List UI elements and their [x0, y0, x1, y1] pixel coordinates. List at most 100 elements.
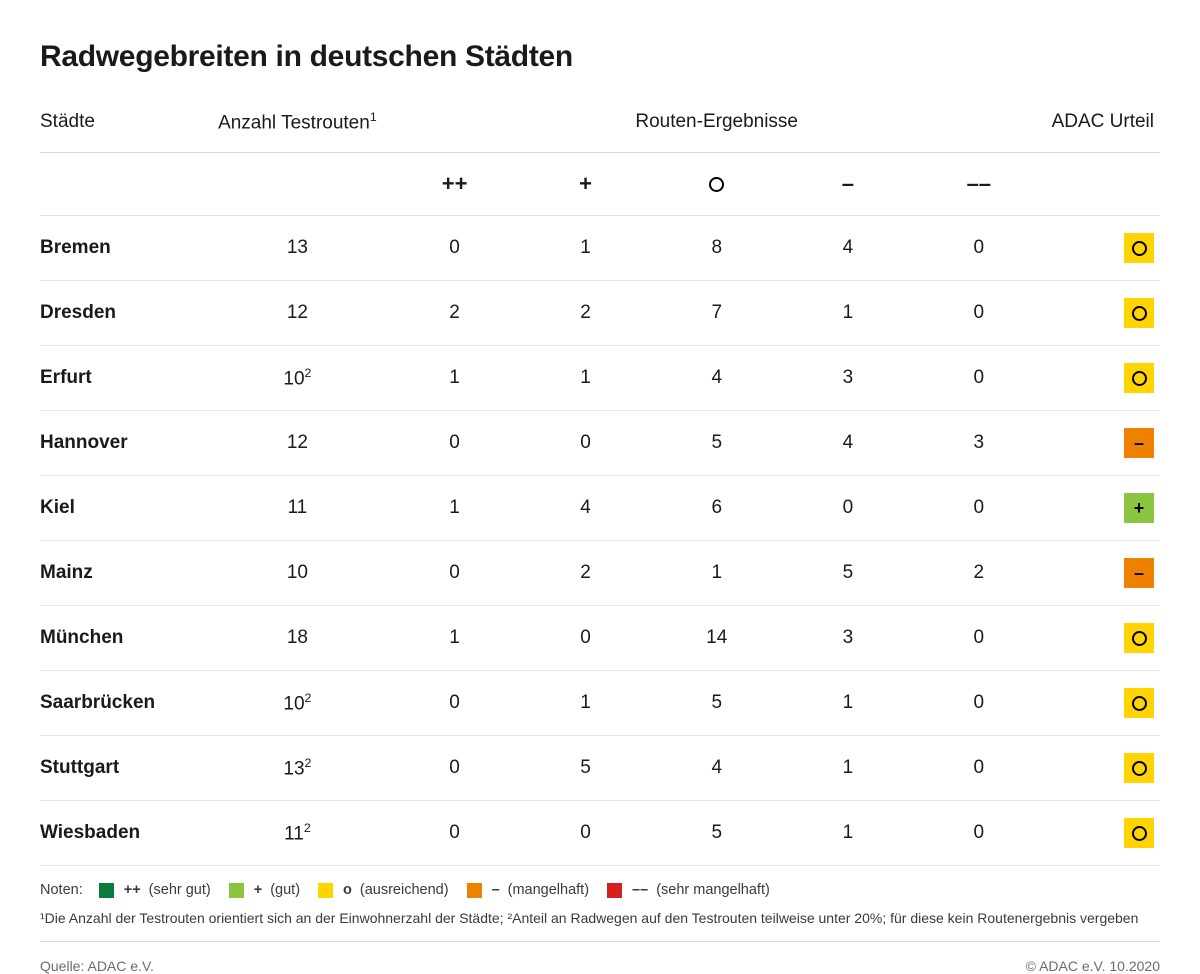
score-cell: 4 — [783, 216, 913, 281]
table-row: Dresden1222710 — [40, 281, 1160, 346]
score-cell: 8 — [651, 216, 783, 281]
score-cell: 3 — [913, 411, 1044, 476]
city-cell: Kiel — [40, 476, 206, 541]
table-row: Stuttgart13205410 — [40, 736, 1160, 801]
score-cell: 0 — [389, 671, 520, 736]
routes-cell: 10 — [206, 541, 389, 606]
city-cell: München — [40, 606, 206, 671]
verdict-badge — [1124, 623, 1154, 653]
routes-cell: 13 — [206, 216, 389, 281]
verdict-cell — [1045, 281, 1161, 346]
score-cell: 1 — [520, 346, 651, 411]
score-cell: 5 — [651, 801, 783, 866]
legend-desc: (gut) — [270, 878, 300, 903]
routes-cell: 102 — [206, 346, 389, 411]
col-city: Städte — [40, 102, 206, 153]
score-cell: 0 — [913, 476, 1044, 541]
source-text: Quelle: ADAC e.V. — [40, 958, 154, 974]
rating-symbol-header: ++ — [389, 153, 520, 216]
verdict-badge — [1124, 688, 1154, 718]
score-cell: 0 — [389, 736, 520, 801]
table-row: Wiesbaden11200510 — [40, 801, 1160, 866]
score-cell: 0 — [913, 736, 1044, 801]
score-cell: 5 — [651, 411, 783, 476]
score-cell: 2 — [520, 281, 651, 346]
routes-cell: 18 — [206, 606, 389, 671]
score-cell: 0 — [913, 216, 1044, 281]
table-row: Erfurt10211430 — [40, 346, 1160, 411]
legend-desc: (sehr gut) — [149, 878, 211, 903]
score-cell: 0 — [913, 281, 1044, 346]
table-row: Kiel1114600+ — [40, 476, 1160, 541]
legend-desc: (ausreichend) — [360, 878, 449, 903]
routes-cell: 12 — [206, 281, 389, 346]
score-cell: 1 — [389, 476, 520, 541]
score-cell: 5 — [783, 541, 913, 606]
score-cell: 0 — [389, 541, 520, 606]
verdict-badge — [1124, 233, 1154, 263]
legend-symbol: – — [492, 878, 500, 903]
legend-swatch — [229, 883, 244, 898]
score-cell: 14 — [651, 606, 783, 671]
page-title: Radwegebreiten in deutschen Städten — [40, 40, 1160, 74]
rating-symbol-header: –– — [913, 153, 1044, 216]
table-row: Saarbrücken10201510 — [40, 671, 1160, 736]
routes-cell: 12 — [206, 411, 389, 476]
legend-symbol: + — [254, 878, 262, 903]
score-cell: 6 — [651, 476, 783, 541]
score-cell: 3 — [783, 606, 913, 671]
verdict-cell — [1045, 801, 1161, 866]
score-cell: 2 — [520, 541, 651, 606]
legend-desc: (mangelhaft) — [508, 878, 589, 903]
legend-symbol: –– — [632, 878, 648, 903]
score-cell: 2 — [389, 281, 520, 346]
legend-swatch — [607, 883, 622, 898]
verdict-badge — [1124, 363, 1154, 393]
score-cell: 5 — [651, 671, 783, 736]
verdict-badge — [1124, 753, 1154, 783]
score-cell: 1 — [783, 281, 913, 346]
score-cell: 1 — [783, 671, 913, 736]
legend-swatch — [99, 883, 114, 898]
score-cell: 0 — [913, 606, 1044, 671]
results-table: Städte Anzahl Testrouten1 Routen-Ergebni… — [40, 102, 1160, 866]
col-results: Routen-Ergebnisse — [389, 102, 1045, 153]
rating-symbol-header: + — [520, 153, 651, 216]
city-cell: Bremen — [40, 216, 206, 281]
city-cell: Erfurt — [40, 346, 206, 411]
verdict-cell — [1045, 216, 1161, 281]
legend-swatch — [318, 883, 333, 898]
score-cell: 7 — [651, 281, 783, 346]
verdict-badge: – — [1124, 428, 1154, 458]
verdict-badge — [1124, 818, 1154, 848]
routes-cell: 11 — [206, 476, 389, 541]
copyright-text: © ADAC e.V. 10.2020 — [1026, 958, 1160, 974]
verdict-cell: + — [1045, 476, 1161, 541]
verdict-cell — [1045, 346, 1161, 411]
col-verdict: ADAC Urteil — [1045, 102, 1161, 153]
table-row: Mainz1002152– — [40, 541, 1160, 606]
col-routes: Anzahl Testrouten1 — [206, 102, 389, 153]
table-row: Hannover1200543– — [40, 411, 1160, 476]
score-cell: 1 — [520, 671, 651, 736]
score-cell: 0 — [520, 801, 651, 866]
score-cell: 1 — [520, 216, 651, 281]
legend-block: Noten: ++(sehr gut)+(gut)o(ausreichend)–… — [40, 878, 1160, 942]
city-cell: Wiesbaden — [40, 801, 206, 866]
verdict-cell — [1045, 671, 1161, 736]
legend-symbol: ++ — [124, 878, 141, 903]
legend-label: Noten: — [40, 878, 83, 903]
score-cell: 3 — [783, 346, 913, 411]
footnotes: ¹Die Anzahl der Testrouten orientiert si… — [40, 907, 1160, 929]
score-cell: 1 — [651, 541, 783, 606]
city-cell: Dresden — [40, 281, 206, 346]
city-cell: Mainz — [40, 541, 206, 606]
table-row: München18101430 — [40, 606, 1160, 671]
score-cell: 0 — [389, 216, 520, 281]
score-cell: 1 — [783, 801, 913, 866]
routes-cell: 132 — [206, 736, 389, 801]
score-cell: 2 — [913, 541, 1044, 606]
city-cell: Hannover — [40, 411, 206, 476]
rating-symbol-header — [651, 153, 783, 216]
score-cell: 0 — [783, 476, 913, 541]
